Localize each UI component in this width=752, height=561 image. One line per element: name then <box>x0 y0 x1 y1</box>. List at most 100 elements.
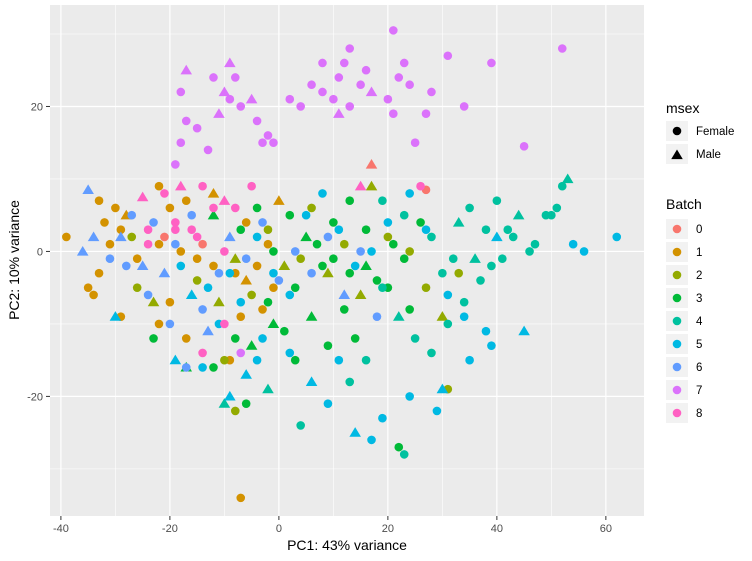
data-point-female <box>405 189 414 198</box>
data-point-female <box>405 247 414 256</box>
data-point-male <box>147 296 160 307</box>
data-point-female <box>116 225 126 234</box>
data-point-female <box>143 225 153 234</box>
data-point-female <box>236 312 246 321</box>
data-point-female <box>552 203 562 213</box>
data-point-female <box>280 326 289 336</box>
legend-key-triangle <box>671 149 683 160</box>
data-point-female <box>448 254 458 263</box>
data-point-female <box>334 355 344 365</box>
data-points <box>62 26 622 503</box>
data-point-female <box>236 225 246 234</box>
data-point-male <box>300 231 312 242</box>
data-point-female <box>176 247 186 256</box>
data-point-female <box>421 225 431 234</box>
data-point-female <box>198 181 207 191</box>
y-tick-label: 0 <box>37 246 43 258</box>
x-tick-label: 0 <box>276 523 282 535</box>
data-point-female <box>329 254 338 263</box>
data-point-female <box>241 254 251 263</box>
color-legend-label: 0 <box>696 224 702 236</box>
data-point-male <box>262 383 274 394</box>
data-point-female <box>361 65 371 75</box>
data-point-female <box>323 232 333 242</box>
data-point-female <box>459 312 469 321</box>
data-point-female <box>421 109 431 119</box>
data-point-female <box>209 261 218 271</box>
data-point-female <box>459 297 469 307</box>
data-point-female <box>323 399 333 408</box>
data-point-male <box>76 245 89 256</box>
data-point-female <box>236 297 246 307</box>
data-point-female <box>225 268 235 278</box>
x-tick-label: -40 <box>53 523 69 535</box>
data-point-female <box>438 268 447 278</box>
data-point-female <box>307 80 316 90</box>
data-point-female <box>263 225 273 234</box>
data-point-female <box>176 261 186 271</box>
data-point-female <box>307 268 316 278</box>
data-point-female <box>181 196 191 206</box>
data-point-female <box>323 341 333 350</box>
data-point-female <box>481 225 491 234</box>
data-point-female <box>557 44 567 53</box>
data-point-female <box>356 247 365 256</box>
legend-key-color-3 <box>672 293 682 303</box>
data-point-female <box>389 109 398 119</box>
data-point-female <box>399 254 409 263</box>
data-point-female <box>209 203 218 213</box>
data-point-female <box>487 341 496 350</box>
data-point-female <box>318 189 327 198</box>
data-point-female <box>127 232 137 242</box>
data-point-female <box>258 218 267 227</box>
shape-legend-label: Male <box>696 149 721 161</box>
data-point-female <box>263 297 273 307</box>
data-point-female <box>383 232 393 242</box>
data-point-female <box>143 239 153 249</box>
x-tick-label: 60 <box>600 523 612 535</box>
data-point-female <box>399 58 409 68</box>
data-point-male <box>278 260 291 271</box>
data-point-female <box>399 450 409 459</box>
data-point-male <box>436 383 449 394</box>
data-point-female <box>307 203 316 213</box>
data-point-male <box>109 311 122 321</box>
data-point-male <box>273 195 285 205</box>
data-point-female <box>62 232 71 242</box>
data-point-male <box>305 311 318 321</box>
data-point-female <box>405 305 414 314</box>
data-point-female <box>568 239 578 249</box>
data-point-female <box>171 225 180 234</box>
color-legend-label: 8 <box>696 408 702 420</box>
data-point-female <box>236 102 246 111</box>
data-point-female <box>269 138 278 148</box>
legend-key-color-8 <box>672 408 682 418</box>
data-point-female <box>192 254 202 263</box>
data-point-female <box>318 87 327 97</box>
data-point-female <box>105 254 115 263</box>
data-point-male <box>158 267 171 278</box>
data-point-female <box>220 355 229 365</box>
data-point-female <box>389 26 398 35</box>
data-point-female <box>83 283 93 292</box>
data-point-female <box>508 232 518 242</box>
data-point-male <box>213 108 225 118</box>
major-grid <box>50 5 644 516</box>
color-legend-title: Batch <box>666 196 702 212</box>
data-point-female <box>187 210 196 220</box>
data-point-female <box>476 276 485 285</box>
data-point-female <box>198 305 207 314</box>
data-point-female <box>318 58 327 68</box>
data-point-female <box>230 203 240 213</box>
data-point-female <box>579 247 589 256</box>
data-point-female <box>209 363 218 372</box>
data-point-male <box>87 231 100 242</box>
data-point-female <box>263 131 273 140</box>
data-point-female <box>192 123 202 133</box>
data-point-female <box>181 363 191 372</box>
data-point-female <box>220 319 229 329</box>
data-point-female <box>94 268 104 278</box>
legend-key-color-1 <box>672 247 682 257</box>
data-point-female <box>154 319 164 329</box>
data-point-female <box>416 218 425 227</box>
